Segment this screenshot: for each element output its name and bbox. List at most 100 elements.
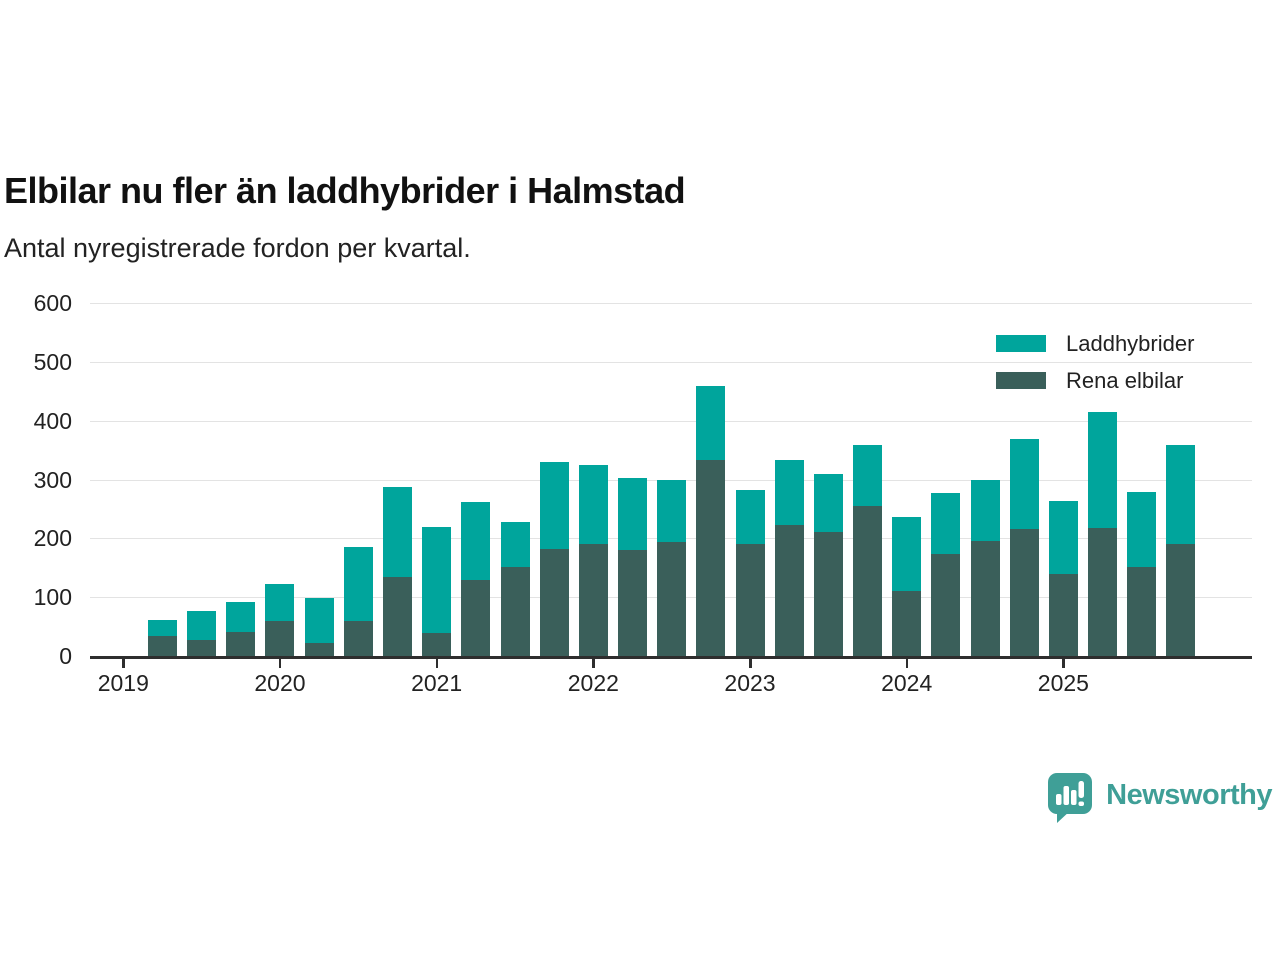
bar-segment	[500, 567, 530, 656]
bar-segment	[461, 579, 491, 656]
legend-item-rena-elbilar: Rena elbilar	[996, 362, 1194, 399]
bar-2025-Q1	[1048, 500, 1078, 656]
bar-segment	[147, 636, 177, 656]
bar-segment	[931, 493, 961, 555]
bar-segment	[304, 598, 334, 644]
chart-subtitle: Antal nyregistrerade fordon per kvartal.	[4, 233, 471, 263]
bar-2024-Q4	[1009, 438, 1039, 656]
bar-segment	[539, 548, 569, 656]
bar-segment	[892, 516, 922, 591]
bar-segment	[735, 543, 765, 656]
bar-2024-Q2	[931, 493, 961, 656]
bar-segment	[892, 590, 922, 656]
bar-segment	[813, 474, 843, 532]
x-axis-label: 2022	[567, 670, 619, 696]
legend-swatch-laddhybrider	[996, 335, 1046, 352]
bar-segment	[853, 505, 883, 656]
x-axis-label: 2023	[724, 670, 776, 696]
x-axis-label: 2019	[97, 670, 149, 696]
bar-segment	[1127, 567, 1157, 656]
bar-segment	[970, 480, 1000, 542]
x-axis-tick	[905, 659, 909, 668]
bar-segment	[226, 601, 256, 632]
bar-segment	[187, 610, 217, 640]
bar-2024-Q1	[892, 516, 922, 656]
bar-segment	[1088, 412, 1118, 529]
bar-segment	[1166, 544, 1196, 656]
bar-2022-Q4	[696, 385, 726, 656]
bar-segment	[1048, 574, 1078, 656]
bar-2023-Q2	[774, 459, 804, 656]
bar-segment	[657, 542, 687, 656]
bar-segment	[578, 544, 608, 656]
bar-2023-Q1	[735, 490, 765, 656]
legend-label: Rena elbilar	[1066, 367, 1184, 393]
bar-segment	[265, 584, 295, 622]
y-axis-label: 400	[33, 407, 72, 434]
bar-2020-Q4	[382, 486, 412, 656]
bar-segment	[813, 531, 843, 656]
bar-segment	[187, 639, 217, 656]
bar-2025-Q3	[1127, 492, 1157, 656]
gridline-300	[90, 479, 1252, 481]
bar-segment	[461, 502, 491, 580]
y-axis-label: 100	[33, 584, 72, 611]
bar-segment	[1048, 500, 1078, 575]
gridline-600	[90, 303, 1252, 304]
footer-branding: Newsworthy	[1048, 772, 1272, 824]
bar-segment	[774, 524, 804, 656]
bar-2020-Q1	[265, 584, 295, 656]
bar-2025-Q4	[1166, 444, 1196, 656]
legend: Laddhybrider Rena elbilar	[996, 325, 1194, 399]
bar-segment	[382, 577, 412, 656]
x-axis-label: 2021	[411, 670, 463, 696]
bar-segment	[578, 465, 608, 545]
bar-segment	[422, 526, 452, 634]
bar-segment	[1088, 528, 1118, 656]
bar-segment	[1166, 444, 1196, 545]
gridline-400	[90, 420, 1252, 422]
bar-segment	[618, 550, 647, 656]
x-axis-tick	[592, 659, 595, 668]
y-axis-label: 300	[33, 466, 72, 493]
bar-segment	[343, 621, 373, 656]
x-axis-label: 2024	[881, 670, 933, 696]
plot-area	[90, 303, 1252, 659]
bar-2019-Q2	[147, 620, 177, 656]
bar-2023-Q4	[853, 444, 883, 656]
bar-segment	[539, 461, 569, 549]
bar-2019-Q4	[226, 601, 256, 656]
bar-segment	[970, 541, 1000, 656]
bar-2021-Q1	[422, 526, 452, 656]
newsworthy-logo-icon	[1048, 773, 1093, 823]
bar-segment	[618, 478, 647, 551]
bar-2021-Q3	[500, 522, 530, 656]
bar-segment	[382, 486, 412, 578]
bar-segment	[343, 547, 373, 622]
y-axis-label: 600	[33, 290, 72, 316]
bar-2022-Q2	[618, 478, 647, 656]
x-axis-tick	[1062, 659, 1065, 668]
bar-segment	[422, 633, 452, 656]
bar-2021-Q2	[461, 502, 491, 656]
bar-segment	[147, 620, 177, 636]
x-axis-tick	[435, 659, 439, 668]
bar-2020-Q2	[304, 598, 334, 656]
bar-2022-Q3	[657, 480, 687, 656]
y-axis-label: 0	[59, 643, 72, 669]
legend-item-laddhybrider: Laddhybrider	[996, 325, 1194, 362]
bar-segment	[853, 444, 883, 506]
brand-name: Newsworthy	[1106, 778, 1272, 811]
x-axis-label: 2025	[1037, 670, 1089, 696]
chart-title: Elbilar nu fler än laddhybrider i Halmst…	[4, 170, 686, 212]
legend-swatch-rena-elbilar	[996, 372, 1046, 389]
bar-2019-Q3	[187, 610, 217, 656]
bar-segment	[304, 643, 334, 656]
bar-2022-Q1	[578, 465, 608, 656]
bar-segment	[774, 459, 804, 525]
bar-2024-Q3	[970, 480, 1000, 656]
x-axis-tick	[278, 659, 282, 668]
bar-segment	[226, 631, 256, 656]
bar-segment	[1127, 492, 1157, 568]
